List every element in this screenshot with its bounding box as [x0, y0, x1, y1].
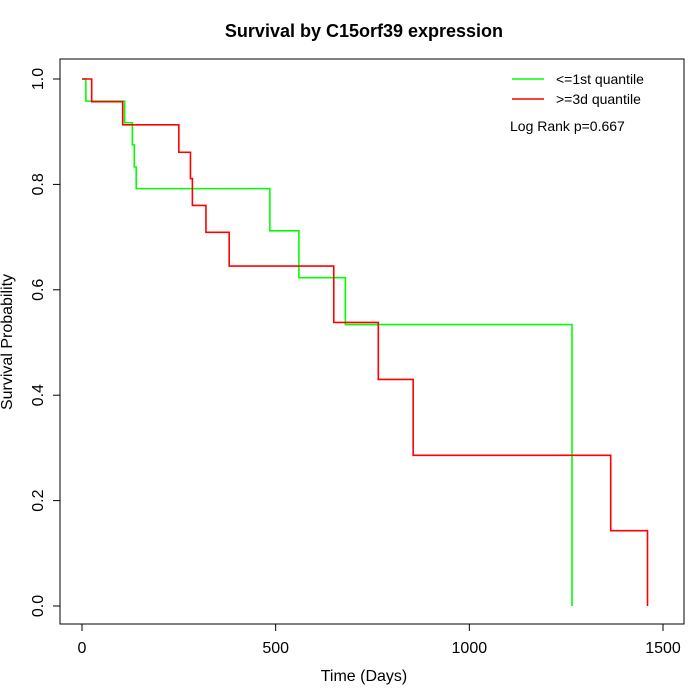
legend: <=1st quantile >=3d quantile — [512, 71, 644, 107]
y-axis-label: Survival Probability — [0, 274, 16, 410]
survival-curve-0 — [82, 78, 573, 606]
plot-frame — [59, 58, 685, 625]
survival-curve-1 — [82, 78, 649, 606]
y-tick-label: 0.4 — [30, 384, 47, 406]
y-tick-label: 0.2 — [30, 489, 47, 511]
y-tick-label: 0.6 — [30, 279, 47, 301]
chart-title: Survival by C15orf39 expression — [225, 21, 503, 41]
log-rank-annotation: Log Rank p=0.667 — [510, 118, 625, 134]
x-axis-label: Time (Days) — [321, 668, 408, 685]
x-tick-label: 500 — [262, 640, 289, 657]
y-axis: 0.0 0.2 0.4 0.6 0.8 1.0 — [30, 68, 61, 617]
x-tick-label: 1500 — [645, 640, 681, 657]
x-axis: 0 500 1000 1500 — [78, 623, 681, 657]
x-tick-label: 0 — [78, 640, 87, 657]
x-tick-label: 1000 — [452, 640, 488, 657]
series-group — [82, 78, 649, 606]
legend-label: <=1st quantile — [556, 71, 644, 87]
y-tick-label: 0.0 — [30, 595, 47, 617]
legend-label: >=3d quantile — [556, 91, 641, 107]
y-tick-label: 0.8 — [30, 173, 47, 195]
y-tick-label: 1.0 — [30, 68, 47, 90]
